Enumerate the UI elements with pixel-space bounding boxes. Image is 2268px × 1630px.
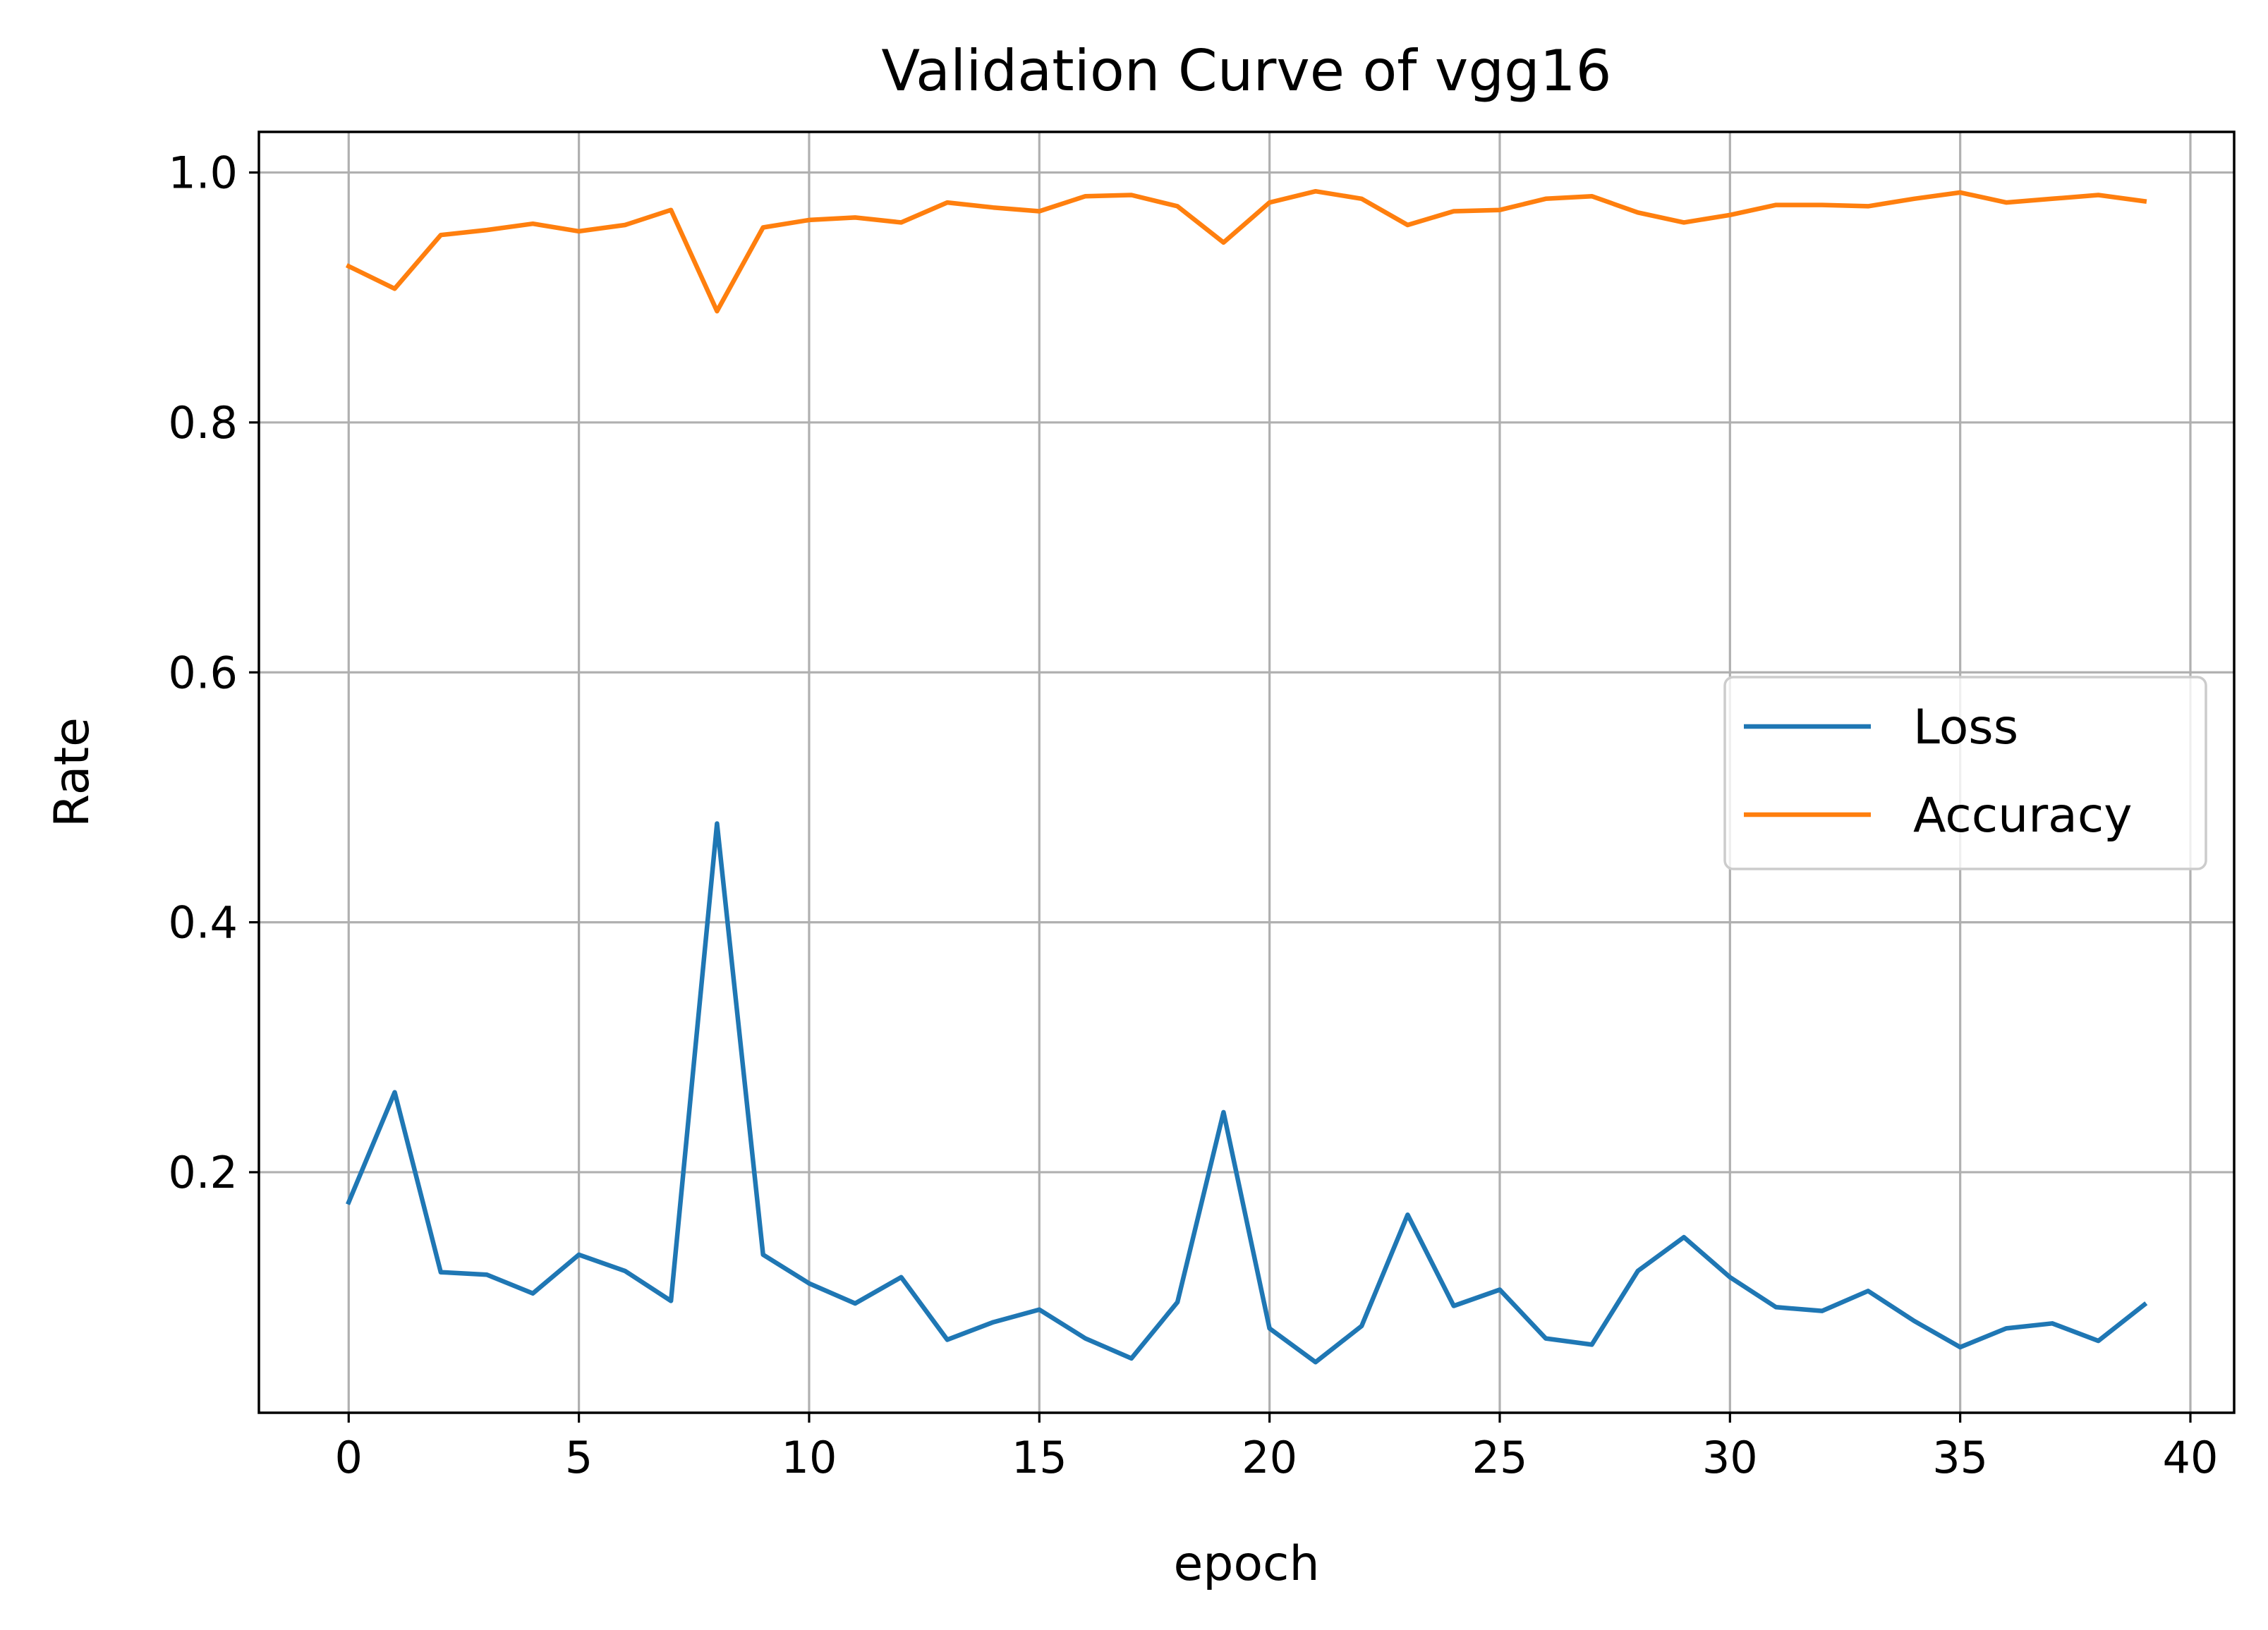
y-tick-label: 0.2 [168, 1147, 238, 1198]
chart-title: Validation Curve of vgg16 [881, 38, 1611, 104]
y-tick-label: 0.6 [168, 647, 238, 698]
x-tick-label: 10 [782, 1432, 837, 1483]
series-lines [345, 188, 2148, 1365]
plot-frame [257, 130, 2236, 1414]
y-axis-ticks: 0.2 0.4 0.6 0.8 1.0 [168, 147, 259, 1198]
x-tick-label: 30 [1702, 1432, 1758, 1483]
y-tick-label: 0.4 [168, 897, 238, 949]
x-tick-label: 5 [565, 1432, 593, 1483]
legend-label-accuracy: Accuracy [1913, 788, 2132, 844]
y-tick-label: 0.8 [168, 397, 238, 449]
x-tick-label: 0 [335, 1432, 363, 1483]
y-axis-label: Rate [44, 717, 100, 827]
legend: Loss Accuracy [1723, 676, 2207, 870]
x-axis-label: epoch [1173, 1536, 1319, 1592]
y-tick-label: 1.0 [168, 147, 238, 199]
grid-lines [259, 132, 2234, 1413]
legend-label-loss: Loss [1913, 700, 2018, 755]
x-tick-label: 40 [2163, 1432, 2219, 1483]
series-line-loss [346, 821, 2148, 1365]
x-tick-label: 35 [1932, 1432, 1988, 1483]
series-line-accuracy [345, 188, 2147, 314]
x-axis-ticks: 0 5 10 15 20 25 30 35 40 [335, 1413, 2219, 1483]
x-tick-label: 20 [1242, 1432, 1297, 1483]
x-tick-label: 15 [1012, 1432, 1067, 1483]
x-tick-label: 25 [1472, 1432, 1528, 1483]
